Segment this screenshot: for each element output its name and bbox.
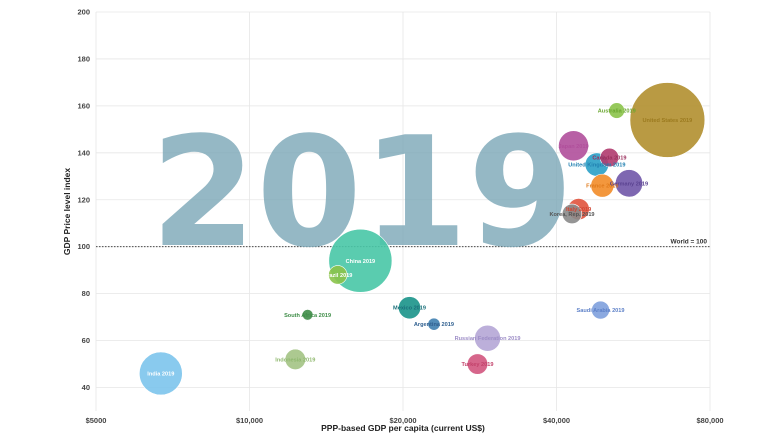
bubble[interactable] [615,169,644,198]
bubble[interactable] [466,353,489,375]
bubble-label: Argentina 2019 [414,322,454,328]
bubble-label: Australia 2019 [598,109,636,115]
reference-line-group: World = 100 [96,239,710,248]
y-tick-label: 60 [82,336,90,345]
y-tick-label: 200 [77,8,90,17]
bubble-label: Canada 2019 [592,156,626,162]
bubble-label: United Kingdom 2019 [568,163,625,169]
bubble[interactable] [301,309,314,321]
x-tick-label: $80,000 [696,416,723,425]
bubble-label: Japan 2019 [558,144,588,150]
bubble[interactable] [599,147,620,168]
bubble[interactable] [328,265,348,285]
bubble[interactable] [284,348,306,370]
bubble-label: Germany 2019 [610,181,648,187]
bubble-label: Mexico 2019 [393,306,426,312]
bubble-label: United States 2019 [643,118,693,124]
bubble[interactable] [427,317,441,331]
bubble-label: China 2019 [346,259,376,265]
bubble[interactable] [591,300,610,320]
bubble[interactable] [558,130,589,162]
grid [95,11,711,411]
bubble[interactable] [629,82,706,158]
bubble-label: India 2019 [147,371,174,377]
bubble-label: Russian Federation 2019 [455,336,521,342]
x-tick-label: $20,000 [389,416,416,425]
bubble[interactable] [590,173,615,198]
bubble[interactable] [139,351,183,396]
y-tick-label: 180 [77,54,90,63]
y-tick-label: 40 [82,383,90,392]
x-axis-label: PPP-based GDP per capita (current US$) [321,423,485,433]
bubble-label: South Africa 2019 [284,313,331,319]
x-tick-label: $5000 [86,416,107,425]
y-tick-label: 100 [77,242,90,251]
y-axis-label: GDP Price level index [62,168,72,256]
bubble-label: France 2019 [586,184,618,190]
bubble[interactable] [608,102,625,119]
bubble-label: Korea, Rep. 2019 [549,212,594,218]
point-labels: India 2019 Indonesia 2019 South Africa 201… [147,109,692,378]
x-tick-label: $40,000 [543,416,570,425]
y-tick-label: 140 [77,148,90,157]
bubble[interactable] [474,324,501,352]
bubble-label: Turkey 2019 [462,362,494,368]
y-tick-label: 80 [82,289,90,298]
x-tick-label: $10,000 [236,416,263,425]
bubble-label: Saudi Arabia 2019 [577,308,625,314]
reference-line-label: World = 100 [670,239,707,246]
bubble[interactable] [561,203,583,224]
bubble-label: Brazil 2019 [323,273,352,279]
bubble-label: Indonesia 2019 [275,357,315,363]
x-tick-labels: $5000 $10,000 $20,000 $40,000 $80,000 [86,416,724,425]
bubbles [139,82,706,396]
y-tick-labels: 40 60 80 100 120 140 160 180 200 [77,8,90,393]
bubble[interactable] [398,296,421,320]
y-tick-label: 120 [77,195,90,204]
bubble-label: Italy 2019 [566,207,591,213]
y-tick-label: 160 [77,101,90,110]
